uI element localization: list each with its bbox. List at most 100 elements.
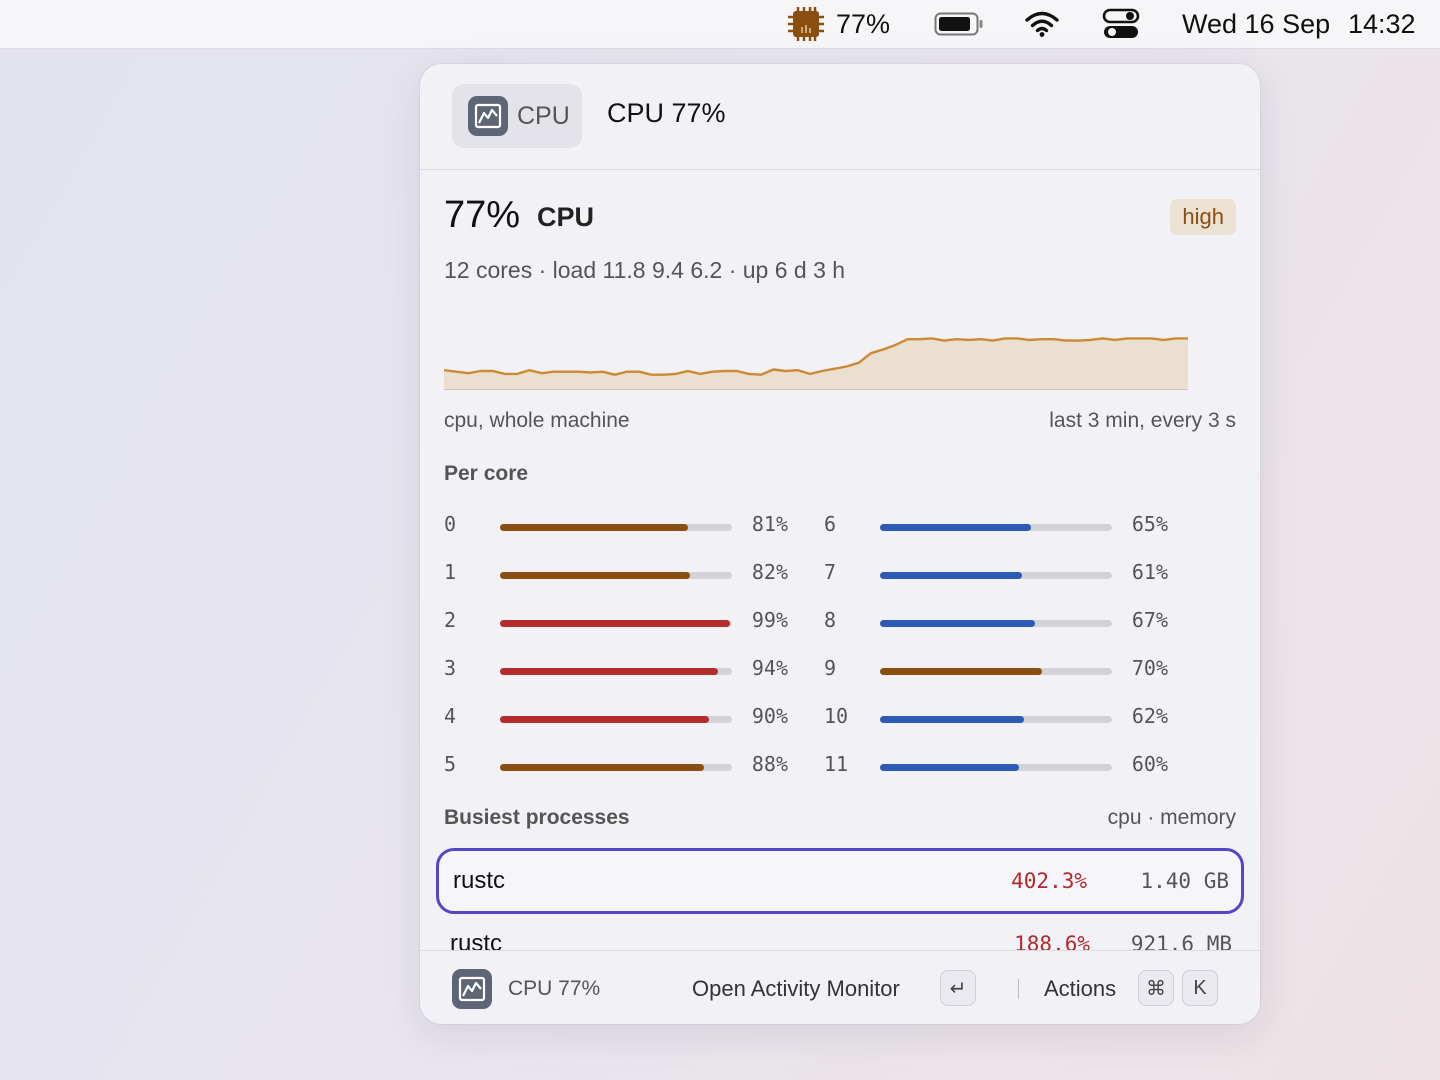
core-row: 10 62% [824,704,1168,734]
core-usage-value: 65% [1131,512,1168,536]
processes-heading: Busiest processes [444,806,630,829]
process-list: rustc 402.3% 1.40 GB rustc 188.6% 921.6 … [436,846,1244,950]
core-usage-fill [880,524,1031,531]
chart-app-icon [452,969,492,1009]
core-row: 0 81% [444,512,788,542]
per-core-heading: Per core [444,462,529,485]
panel-footer: CPU 77% Open Activity Monitor ↵ Actions … [420,950,1260,1024]
core-usage-value: 88% [751,752,788,776]
core-row: 6 65% [824,512,1168,542]
cpu-panel: CPU CPU 77% 77% CPU high 12 cores · load… [420,64,1260,1024]
core-usage-value: 61% [1131,560,1168,584]
core-usage-bar [880,524,1112,531]
wifi-icon[interactable] [1024,0,1064,48]
process-memory: 1.40 GB [1140,869,1229,893]
command-key-icon: ⌘ [1138,970,1174,1006]
menubar-date[interactable]: Wed 16 Sep [1182,8,1331,39]
footer-title: CPU 77% [508,977,601,1000]
cpu-percent-value: 77% [444,194,521,236]
footer-divider [1018,979,1019,999]
process-row[interactable]: rustc 402.3% 1.40 GB [436,848,1244,914]
tab-cpu-label: CPU [517,101,570,130]
core-usage-bar [500,668,732,675]
core-usage-value: 81% [751,512,788,536]
panel-title: CPU 77% [607,98,726,128]
core-usage-fill [500,572,691,579]
menubar-time[interactable]: 14:32 [1348,8,1416,39]
core-index: 3 [444,656,457,680]
menubar-cpu-percent[interactable]: 77% [836,8,891,39]
core-usage-bar [880,572,1112,579]
core-usage-value: 94% [751,656,788,680]
core-index: 11 [824,752,849,776]
core-index: 1 [444,560,457,584]
core-usage-bar [880,668,1112,675]
core-index: 5 [444,752,457,776]
core-usage-fill [880,668,1043,675]
open-activity-monitor-button[interactable]: Open Activity Monitor [692,976,900,1001]
sparkline-caption-left: cpu, whole machine [444,409,630,432]
core-usage-value: 82% [751,560,788,584]
core-index: 7 [824,560,837,584]
sparkline-area [444,338,1188,390]
core-usage-bar [880,620,1112,627]
core-row: 5 88% [444,752,788,782]
process-row[interactable]: rustc 188.6% 921.6 MB [436,914,1244,950]
core-usage-fill [880,572,1022,579]
core-usage-fill [500,524,688,531]
core-usage-bar [500,716,732,723]
core-index: 8 [824,608,837,632]
cpu-percent-label: CPU [537,202,595,232]
process-cpu: 402.3% [1011,869,1087,893]
control-center-icon[interactable] [1102,0,1142,48]
processes-columns-label: cpu · memory [1107,806,1236,829]
k-key-icon: K [1182,970,1218,1006]
tab-cpu[interactable]: CPU [452,84,582,148]
core-usage-value: 90% [751,704,788,728]
panel-header: CPU CPU 77% [420,64,1260,170]
core-index: 6 [824,512,837,536]
process-memory: 921.6 MB [1130,932,1232,950]
core-usage-fill [880,620,1036,627]
cpu-history-sparkline [444,337,1188,390]
process-name: rustc [453,867,506,894]
core-usage-value: 62% [1131,704,1168,728]
core-row: 7 61% [824,560,1168,590]
sparkline-line [444,337,1188,376]
core-usage-bar [880,716,1112,723]
core-usage-value: 70% [1131,656,1168,680]
sparkline-caption-right: last 3 min, every 3 s [1049,409,1236,432]
process-cpu: 188.6% [1014,932,1090,950]
battery-icon[interactable] [934,0,984,48]
core-row: 9 70% [824,656,1168,686]
core-usage-value: 67% [1131,608,1168,632]
chart-app-icon [468,96,508,136]
core-index: 10 [824,704,849,728]
core-usage-value: 60% [1131,752,1168,776]
core-row: 2 99% [444,608,788,638]
cpu-summary-details: 12 cores · load 11.8 9.4 6.2 · up 6 d 3 … [444,257,846,283]
core-index: 2 [444,608,457,632]
core-usage-bar [500,524,732,531]
cpu-chip-icon[interactable] [788,0,826,48]
actions-button[interactable]: Actions [1044,976,1117,1001]
core-index: 4 [444,704,457,728]
core-usage-fill [500,716,709,723]
process-name: rustc [450,930,503,950]
core-usage-bar [500,572,732,579]
core-usage-bar [500,764,732,771]
menu-bar: 77% Wed 16 Sep 14:32 [0,0,1440,49]
core-row: 11 60% [824,752,1168,782]
core-usage-value: 99% [751,608,788,632]
core-usage-bar [500,620,732,627]
status-badge: high [1170,199,1236,235]
core-row: 1 82% [444,560,788,590]
core-usage-fill [880,764,1020,771]
core-index: 0 [444,512,457,536]
core-usage-bar [880,764,1112,771]
core-usage-fill [500,764,705,771]
return-key-icon: ↵ [940,970,976,1006]
core-usage-fill [500,620,730,627]
core-usage-fill [880,716,1024,723]
core-index: 9 [824,656,837,680]
